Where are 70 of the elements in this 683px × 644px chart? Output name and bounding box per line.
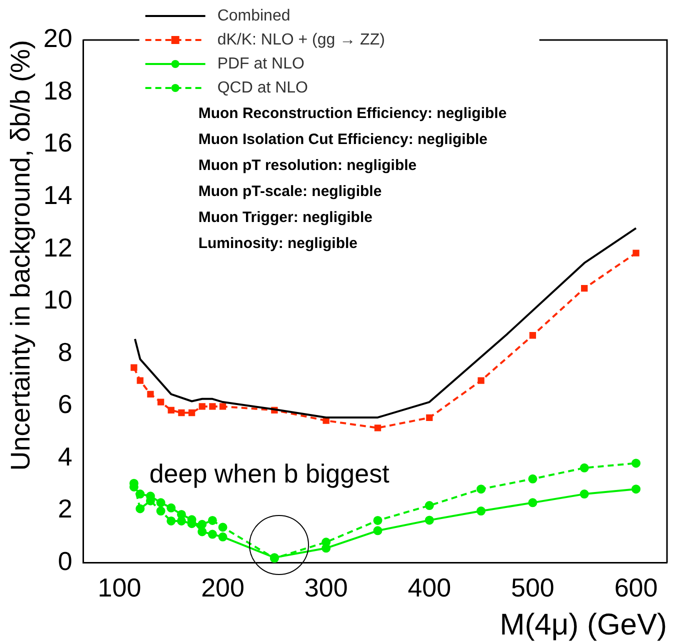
point [168, 406, 174, 414]
point [166, 516, 176, 526]
point [632, 250, 640, 256]
legend-label: dK/K: NLO + (gg → ZZ) [217, 31, 385, 48]
point [373, 526, 382, 536]
point [178, 409, 185, 416]
annotation: Muon Isolation Cut Efficiency: negligible [198, 131, 488, 148]
point [580, 490, 589, 499]
point [374, 424, 382, 432]
point [156, 506, 166, 516]
point [176, 510, 186, 519]
point [198, 403, 206, 410]
annotation: Muon pT resolution: negligible [198, 157, 417, 174]
point [208, 530, 217, 539]
x-tick-label: 200 [201, 572, 244, 603]
point [529, 332, 536, 339]
point [188, 409, 196, 416]
y-axis-title: Uncertainty in background, δb/b (%) [6, 40, 36, 471]
point [218, 532, 228, 542]
point [424, 501, 434, 510]
legend-label: PDF at NLO [217, 55, 304, 72]
point [478, 377, 484, 384]
point [136, 377, 144, 384]
point [198, 527, 207, 536]
annotation: Muon pT-scale: negligible [198, 183, 382, 200]
point [424, 516, 434, 525]
point [130, 364, 138, 371]
y-tick-label: 6 [58, 389, 72, 420]
point [632, 484, 641, 494]
annotation: Muon Reconstruction Efficiency: negligible [198, 105, 507, 122]
point [528, 474, 538, 484]
legend-label: Combined [217, 7, 290, 24]
point [476, 506, 486, 516]
y-tick-label: 10 [43, 284, 72, 315]
point [136, 490, 145, 499]
point [373, 516, 382, 525]
point [156, 498, 166, 508]
x-tick-label: 600 [614, 572, 658, 603]
y-tick-label: 2 [58, 494, 72, 524]
x-tick-label: 400 [408, 572, 452, 603]
y-tick-label: 8 [58, 336, 72, 367]
point [218, 522, 228, 532]
point [157, 398, 164, 406]
point [208, 516, 217, 525]
y-tick-label: 14 [43, 180, 72, 210]
point [476, 484, 486, 494]
point [209, 403, 216, 410]
y-tick-label: 18 [43, 75, 72, 106]
y-tick-label: 0 [58, 546, 72, 576]
point [136, 504, 145, 514]
point [580, 463, 589, 472]
point [166, 503, 176, 512]
point [632, 458, 641, 468]
legend-label: QCD at NLO [217, 79, 308, 96]
point [219, 403, 226, 410]
x-axis-title: M(4μ) (GeV) [500, 608, 667, 642]
y-tick-label: 12 [43, 232, 72, 262]
point [528, 498, 538, 508]
x-tick-label: 300 [304, 572, 348, 603]
x-tick-label: 500 [511, 572, 554, 603]
x-tick-label: 100 [98, 572, 142, 603]
annotation: Luminosity: negligible [198, 235, 358, 252]
y-tick-label: 20 [43, 23, 72, 54]
y-tick-label: 16 [43, 128, 72, 158]
point [581, 285, 588, 292]
point [426, 414, 433, 422]
point [147, 390, 154, 398]
annotation: Muon Trigger: negligible [198, 209, 372, 226]
y-tick-label: 4 [58, 441, 72, 472]
annotation: deep when b biggest [149, 458, 390, 488]
